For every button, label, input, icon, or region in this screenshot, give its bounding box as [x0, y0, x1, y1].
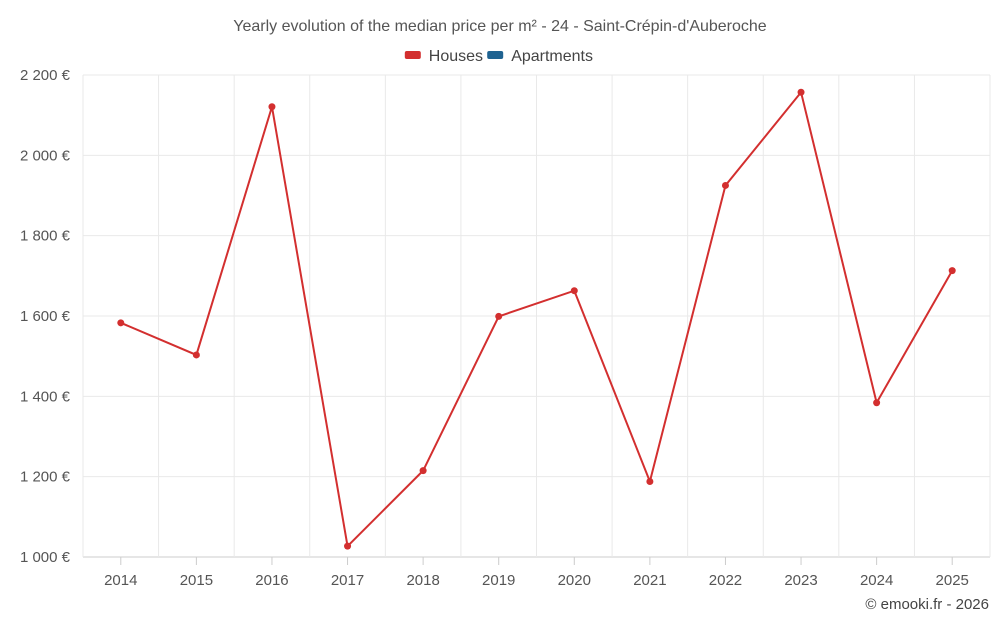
series-layer [117, 88, 956, 550]
data-point [344, 542, 352, 550]
y-tick-label: 1 600 € [20, 308, 71, 325]
x-tick-label: 2016 [255, 572, 288, 589]
data-point [646, 477, 654, 485]
series-line-houses [120, 90, 954, 549]
x-tick-label: 2017 [331, 572, 364, 589]
data-point [948, 267, 956, 275]
x-tick-label: 2022 [709, 572, 742, 589]
y-tick-label: 1 000 € [20, 549, 71, 566]
data-point [873, 399, 881, 407]
data-point [721, 181, 729, 189]
legend-label-houses: Houses [429, 48, 483, 65]
data-point [268, 103, 276, 111]
x-tick-label: 2023 [784, 572, 817, 589]
x-tick-label: 2014 [104, 572, 137, 589]
x-tick-label: 2015 [180, 572, 213, 589]
legend: Houses Apartments [404, 48, 593, 65]
y-tick-label: 2 000 € [20, 147, 71, 164]
legend-swatch-apartments [487, 51, 504, 59]
data-point [192, 351, 200, 359]
legend-label-apartments: Apartments [511, 48, 593, 65]
data-point [797, 88, 805, 96]
x-tick-label: 2024 [860, 572, 893, 589]
y-tick-label: 1 800 € [20, 228, 71, 245]
credit-text: © emooki.fr - 2026 [865, 596, 989, 613]
y-tick-label: 2 200 € [20, 67, 71, 84]
data-point [117, 319, 125, 327]
grid [82, 74, 991, 558]
x-tick-label: 2020 [558, 572, 591, 589]
data-point [495, 312, 503, 320]
x-tick-label: 2025 [936, 572, 969, 589]
data-point [570, 287, 578, 295]
legend-swatch-houses [404, 51, 421, 59]
y-tick-label: 1 400 € [20, 388, 71, 405]
x-tick-label: 2021 [633, 572, 666, 589]
x-tick-label: 2019 [482, 572, 515, 589]
x-tick-label: 2018 [406, 572, 439, 589]
y-axis-ticks: 1 000 € 1 200 € 1 400 € 1 600 € 1 800 € 2 000… [20, 67, 71, 566]
x-axis-ticks: 2014 2015 2016 2017 2018 2019 2020 2021 2022 2023… [104, 557, 969, 589]
y-tick-label: 1 200 € [20, 469, 71, 486]
chart-title: Yearly evolution of the median price per… [233, 18, 767, 35]
data-point [419, 467, 427, 475]
